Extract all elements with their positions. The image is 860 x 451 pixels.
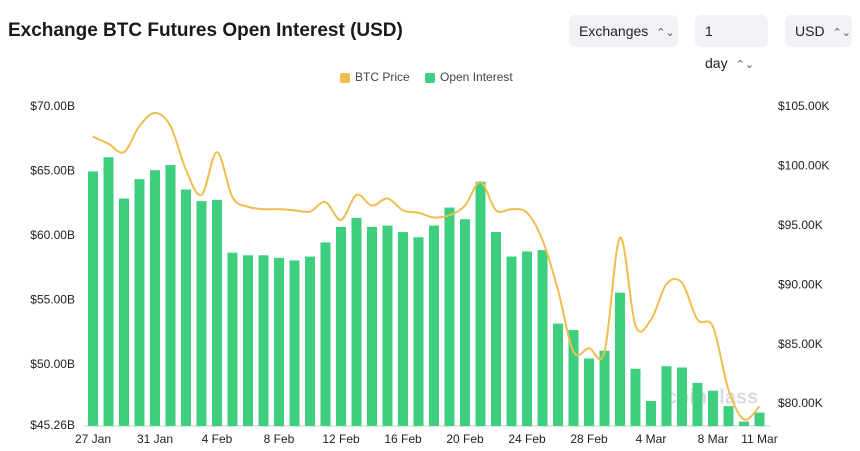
bar <box>320 242 331 426</box>
bar <box>103 157 114 426</box>
bar <box>475 181 486 426</box>
bar <box>150 170 160 426</box>
price-line <box>92 111 761 421</box>
label: Exchanges <box>579 23 649 39</box>
bar <box>677 367 687 426</box>
chevron: ⌃⌄ <box>832 27 851 39</box>
bar <box>661 366 672 426</box>
legend-swatch <box>340 73 350 83</box>
y2-tick-label: $90.00K <box>778 277 823 291</box>
interval-select[interactable]: 1 day ⌃⌄ <box>695 15 768 71</box>
bar <box>243 255 253 426</box>
bar <box>165 165 176 426</box>
bar <box>305 256 315 426</box>
bar <box>568 330 579 426</box>
y2-tick-label: $85.00K <box>778 337 823 351</box>
bar <box>630 368 641 426</box>
bar <box>88 171 98 426</box>
bar <box>429 225 439 426</box>
x-tick-label: 16 Feb <box>384 432 422 446</box>
label: USD <box>795 23 825 39</box>
x-tick-label: 31 Jan <box>137 432 173 446</box>
chevron: ⌃⌄ <box>735 59 755 71</box>
legend-swatch <box>425 73 435 83</box>
bar <box>460 219 470 426</box>
x-tick-label: 28 Feb <box>570 432 608 446</box>
bar <box>119 198 129 426</box>
legend-label: Open Interest <box>440 70 513 84</box>
bar <box>351 217 362 426</box>
x-tick-label: 4 Mar <box>636 432 667 446</box>
y-tick-label: $45.26B <box>30 418 75 432</box>
legend-label: BTC Price <box>355 70 410 84</box>
y-tick-label: $50.00B <box>30 357 75 371</box>
y2-tick-label: $80.00K <box>778 396 823 410</box>
bar <box>444 207 455 426</box>
x-tick-label: 4 Feb <box>202 432 233 446</box>
bar <box>553 323 563 426</box>
y-tick-label: $55.00B <box>30 293 75 307</box>
bar <box>692 382 703 426</box>
title: Exchange BTC Futures Open Interest (USD) <box>8 20 403 41</box>
bar <box>212 199 222 426</box>
bar <box>646 400 656 426</box>
x-tick-label: 8 Feb <box>264 432 295 446</box>
bar <box>367 226 377 426</box>
bar <box>289 260 300 426</box>
bar <box>398 232 408 426</box>
currency-select[interactable]: USD ⌃⌄ <box>785 15 852 47</box>
x-tick-label: 20 Feb <box>446 432 484 446</box>
bar <box>615 292 625 426</box>
bar <box>491 232 501 426</box>
bar <box>754 412 765 426</box>
bar <box>258 255 269 426</box>
chevron: ⌃⌄ <box>656 27 675 39</box>
x-tick-label: 24 Feb <box>508 432 546 446</box>
bar <box>274 257 284 426</box>
bar <box>181 189 191 426</box>
bar <box>723 406 734 426</box>
bar <box>196 201 207 426</box>
bar <box>739 421 749 426</box>
bar <box>584 358 594 426</box>
bar <box>599 350 610 426</box>
bar <box>522 251 532 426</box>
bar <box>336 226 346 426</box>
bar <box>382 225 393 426</box>
bar <box>134 179 145 426</box>
y-tick-label: $60.00B <box>30 228 75 242</box>
x-tick-label: 12 Feb <box>322 432 360 446</box>
bar <box>537 250 548 426</box>
exchanges-select[interactable]: Exchanges ⌃⌄ <box>569 15 678 47</box>
bar <box>413 237 424 426</box>
bar <box>227 252 238 426</box>
x-tick-label: 27 Jan <box>75 432 111 446</box>
y-tick-label: $70.00B <box>30 99 75 113</box>
x-tick-label: 8 Mar <box>698 432 729 446</box>
y2-tick-label: $95.00K <box>778 218 823 232</box>
x-tick-label: 11 Mar <box>741 432 777 446</box>
y2-tick-label: $105.00K <box>778 99 829 113</box>
y-tick-label: $65.00B <box>30 164 75 178</box>
bar <box>708 390 718 426</box>
bar <box>506 256 517 426</box>
y2-tick-label: $100.00K <box>778 159 829 173</box>
label: 1 day <box>705 23 728 71</box>
